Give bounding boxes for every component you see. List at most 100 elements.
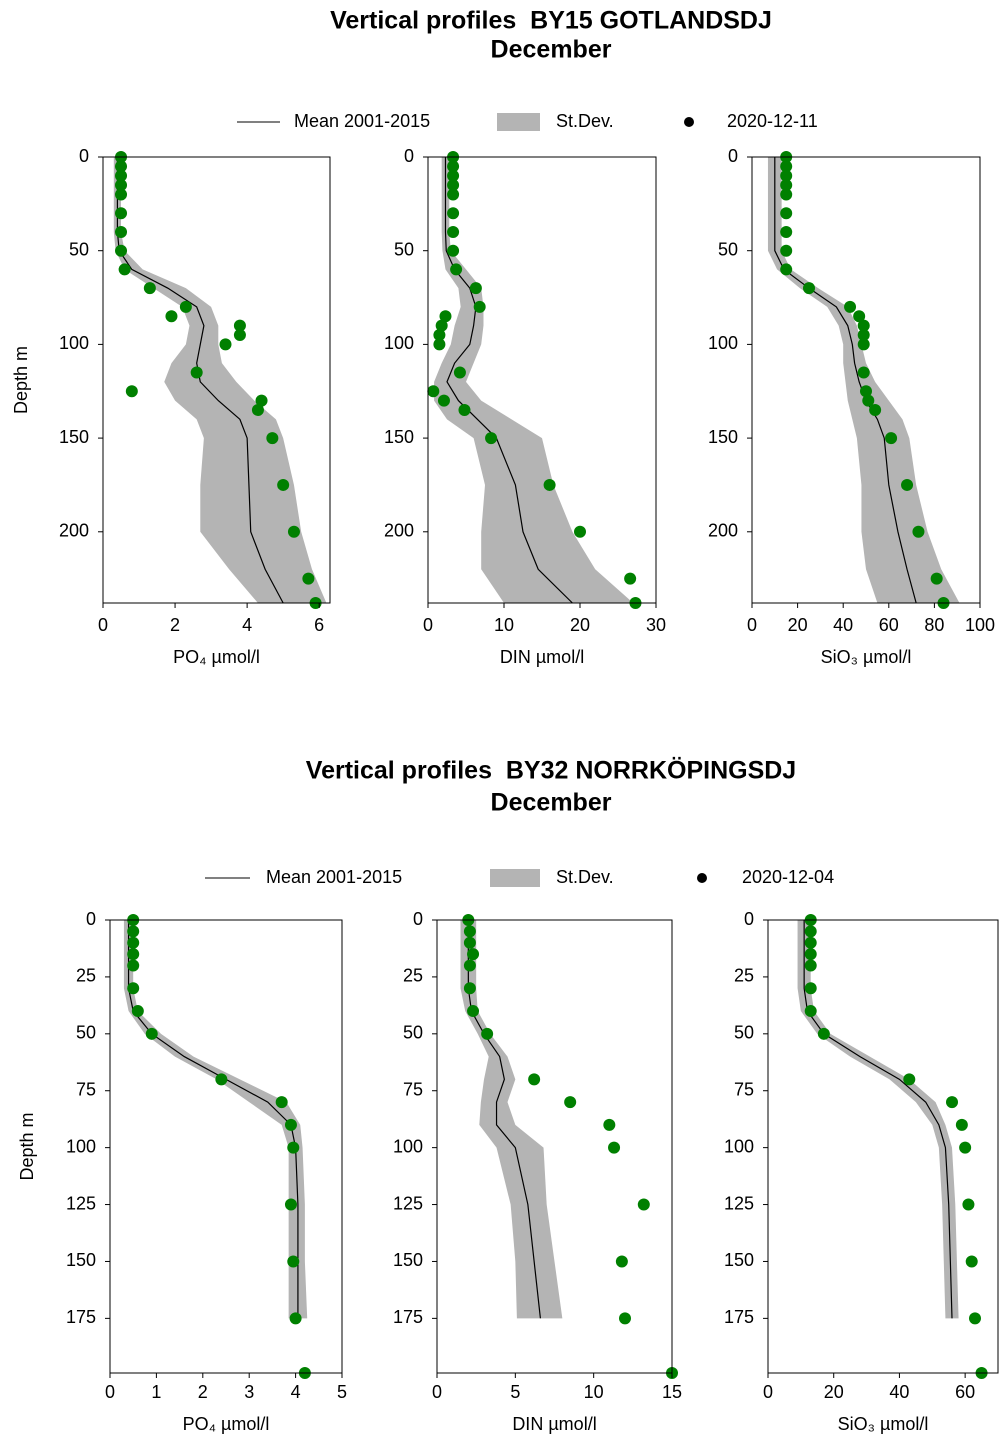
observation-point	[912, 525, 925, 538]
observation-point	[115, 244, 128, 257]
observation-point	[145, 1027, 158, 1040]
observation-point	[125, 385, 138, 398]
observation-point	[564, 1096, 577, 1109]
observation-point	[481, 1027, 494, 1040]
observation-point	[447, 160, 460, 173]
legend-label: Mean 2001-2015	[294, 111, 430, 131]
y-tick-label: 150	[708, 427, 738, 447]
observation-point	[780, 179, 793, 192]
observation-point	[215, 1073, 228, 1086]
x-tick-label: 40	[889, 1382, 909, 1402]
y-tick-label: 150	[59, 427, 89, 447]
observation-point	[233, 319, 246, 332]
x-tick-label: 20	[570, 615, 590, 635]
mean-line	[444, 157, 573, 604]
observation-point	[615, 1255, 628, 1268]
y-tick-label: 100	[59, 333, 89, 353]
legend-label: St.Dev.	[556, 867, 614, 887]
observation-point	[131, 1005, 144, 1018]
y-tick-label: 0	[404, 146, 414, 166]
x-axis-label: PO₄ µmol/l	[183, 1414, 270, 1434]
observation-point	[804, 936, 817, 949]
x-tick-label: 3	[244, 1382, 254, 1402]
y-tick-label: 150	[393, 1250, 423, 1270]
x-axis-label: SiO₃ µmol/l	[838, 1414, 929, 1434]
x-tick-label: 40	[833, 615, 853, 635]
stdev-band	[434, 157, 634, 603]
observation-point	[619, 1312, 631, 1325]
observation-point	[463, 925, 476, 938]
x-tick-label: 80	[924, 615, 944, 635]
observation-point	[608, 1141, 621, 1154]
y-tick-label: 150	[66, 1250, 96, 1270]
y-tick-label: 0	[744, 909, 754, 929]
chart-title: Vertical profiles BY15 GOTLANDSDJ	[330, 7, 772, 35]
y-tick-label: 50	[76, 1023, 96, 1043]
x-tick-label: 20	[788, 615, 808, 635]
y-tick-label: 75	[734, 1079, 754, 1099]
observation-point	[190, 366, 203, 379]
observation-point	[962, 1198, 975, 1211]
stdev-band	[123, 920, 308, 1319]
legend-label: Mean 2001-2015	[266, 867, 402, 887]
observation-point	[528, 1073, 541, 1086]
observation-point	[804, 948, 817, 961]
observation-point	[179, 300, 192, 313]
observation-point	[127, 982, 140, 995]
observation-point	[450, 263, 463, 276]
observation-point	[284, 1198, 297, 1211]
observation-point	[467, 1005, 480, 1018]
y-tick-label: 150	[384, 427, 414, 447]
observation-point	[458, 403, 471, 416]
y-tick-label: 25	[76, 966, 96, 986]
observation-point	[853, 310, 866, 323]
y-tick-label: 150	[724, 1250, 754, 1270]
x-tick-label: 6	[314, 615, 324, 635]
x-tick-label: 4	[291, 1382, 301, 1402]
y-tick-label: 175	[393, 1307, 423, 1327]
observation-point	[780, 263, 793, 276]
y-tick-label: 50	[394, 239, 414, 259]
observation-point	[289, 1312, 302, 1325]
observation-point	[780, 160, 793, 173]
observation-point	[857, 319, 870, 332]
observation-point	[143, 282, 156, 295]
observation-point	[433, 338, 446, 351]
observation-point	[118, 263, 131, 276]
observation-point	[287, 1255, 300, 1268]
mean-line	[803, 920, 953, 1319]
observation-point	[463, 959, 476, 972]
observation-point	[780, 188, 793, 201]
x-axis-label: PO₄ µmol/l	[173, 647, 260, 667]
observation-point	[930, 572, 943, 585]
stdev-band	[797, 920, 959, 1319]
observation-point	[447, 169, 460, 182]
y-tick-label: 75	[403, 1079, 423, 1099]
y-tick-label: 100	[393, 1136, 423, 1156]
observation-point	[485, 432, 498, 445]
y-tick-label: 0	[79, 146, 89, 166]
observation-point	[780, 225, 793, 238]
observation-point	[780, 244, 793, 257]
y-tick-label: 100	[708, 333, 738, 353]
observation-point	[115, 169, 128, 182]
x-axis-label: DIN µmol/l	[512, 1414, 596, 1434]
x-tick-label: 5	[510, 1382, 520, 1402]
observation-point	[219, 338, 232, 351]
observation-point	[543, 478, 556, 491]
x-tick-label: 5	[337, 1382, 347, 1402]
x-tick-label: 15	[662, 1382, 682, 1402]
observation-point	[302, 572, 315, 585]
observation-point	[284, 1118, 297, 1131]
observation-point	[574, 525, 586, 538]
y-tick-label: 100	[724, 1136, 754, 1156]
observation-point	[447, 188, 460, 201]
observation-point	[844, 300, 857, 313]
y-tick-label: 50	[734, 1023, 754, 1043]
y-tick-label: 175	[724, 1307, 754, 1327]
observation-point	[624, 572, 637, 585]
observation-point	[433, 329, 446, 342]
observation-point	[447, 244, 460, 257]
plot-frame	[751, 156, 981, 604]
